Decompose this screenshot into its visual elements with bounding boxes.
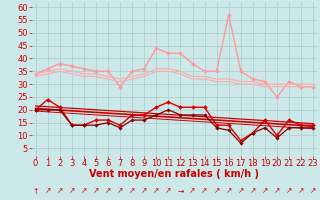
Text: ↗: ↗	[286, 187, 292, 196]
Text: ↗: ↗	[81, 187, 87, 196]
Text: ↗: ↗	[274, 187, 280, 196]
Text: ↗: ↗	[189, 187, 196, 196]
Text: ↗: ↗	[213, 187, 220, 196]
Text: ↗: ↗	[117, 187, 123, 196]
Text: ↗: ↗	[93, 187, 99, 196]
Text: ↗: ↗	[237, 187, 244, 196]
Text: →: →	[177, 187, 184, 196]
Text: ↗: ↗	[44, 187, 51, 196]
Text: ↗: ↗	[201, 187, 208, 196]
Text: ↗: ↗	[105, 187, 111, 196]
Text: ↗: ↗	[226, 187, 232, 196]
Text: ↗: ↗	[57, 187, 63, 196]
Text: ↗: ↗	[141, 187, 148, 196]
Text: ↑: ↑	[32, 187, 39, 196]
Text: ↗: ↗	[165, 187, 172, 196]
Text: ↗: ↗	[153, 187, 159, 196]
X-axis label: Vent moyen/en rafales ( km/h ): Vent moyen/en rafales ( km/h )	[89, 169, 260, 179]
Text: ↗: ↗	[129, 187, 135, 196]
Text: ↗: ↗	[68, 187, 75, 196]
Text: ↗: ↗	[310, 187, 316, 196]
Text: ↗: ↗	[262, 187, 268, 196]
Text: ↗: ↗	[298, 187, 304, 196]
Text: ↗: ↗	[250, 187, 256, 196]
